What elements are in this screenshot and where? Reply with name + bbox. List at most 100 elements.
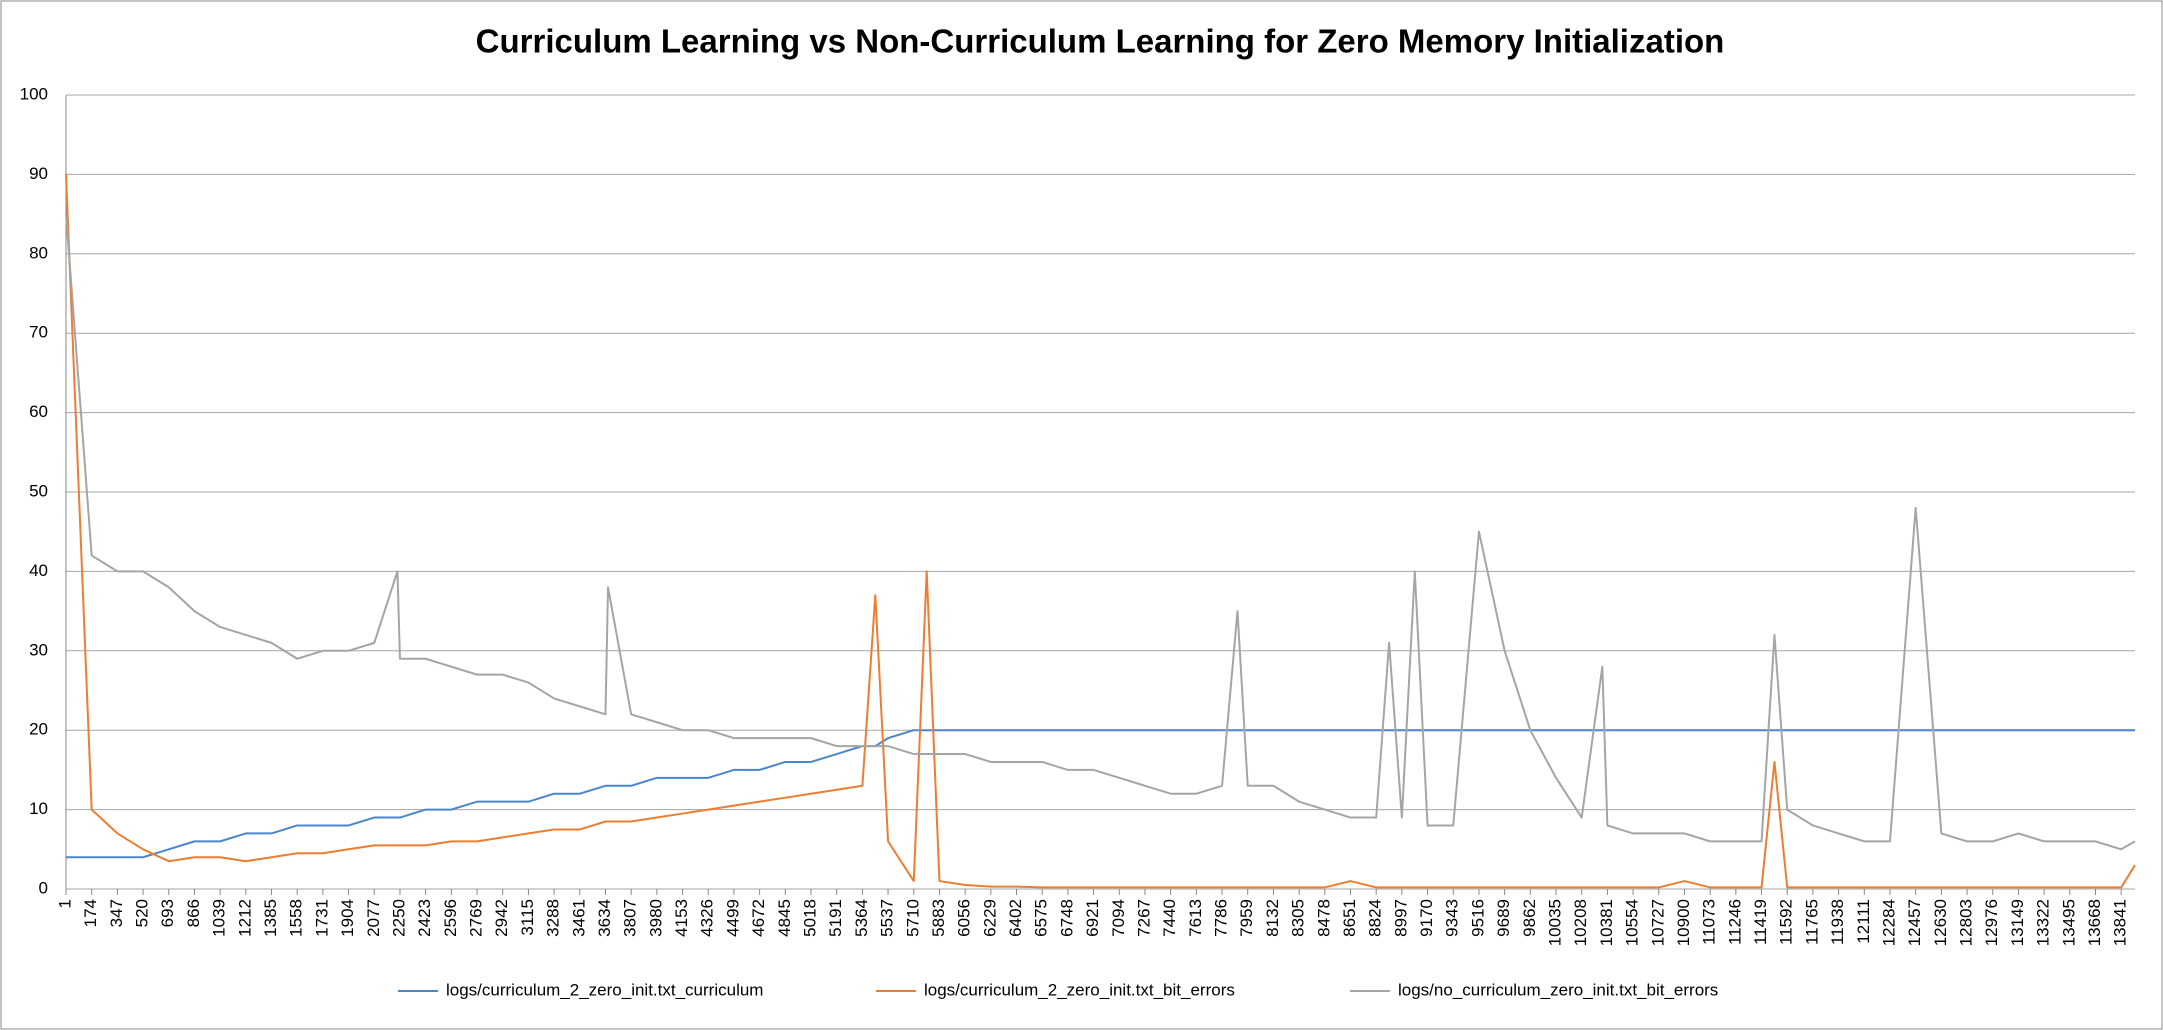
x-tick-label: 9516 <box>1468 899 1487 937</box>
x-tick-label: 3807 <box>621 899 640 937</box>
x-tick-label: 12803 <box>1957 899 1976 946</box>
x-tick-label: 13841 <box>2111 899 2130 946</box>
x-tick-label: 6402 <box>1006 899 1025 937</box>
x-tick-label: 12284 <box>1879 899 1898 946</box>
y-tick-label: 60 <box>29 402 48 421</box>
x-tick-label: 6575 <box>1032 899 1051 937</box>
x-tick-label: 3115 <box>518 899 537 936</box>
y-tick-label: 100 <box>20 84 48 103</box>
x-tick-label: 11592 <box>1777 899 1796 945</box>
x-tick-label: 4845 <box>775 899 794 937</box>
x-tick-label: 174 <box>81 899 100 927</box>
x-tick-label: 10554 <box>1623 899 1642 946</box>
x-tick-label: 9862 <box>1520 899 1539 937</box>
x-tick-label: 2769 <box>467 899 486 937</box>
x-tick-label: 2250 <box>389 899 408 937</box>
y-tick-label: 70 <box>29 323 48 342</box>
x-tick-label: 520 <box>133 899 152 927</box>
x-tick-label: 11938 <box>1828 899 1847 945</box>
x-tick-label: 1039 <box>210 899 229 937</box>
x-tick-label: 6056 <box>955 899 974 937</box>
x-tick-label: 4672 <box>749 899 768 937</box>
series-line <box>65 214 2136 851</box>
x-tick-label: 5191 <box>826 899 845 937</box>
series-line <box>66 729 2135 859</box>
x-tick-label: 10208 <box>1571 899 1590 946</box>
x-tick-label: 1212 <box>235 899 254 937</box>
x-tick-label: 4326 <box>698 899 717 937</box>
x-tick-label: 5710 <box>903 899 922 937</box>
x-tick-label: 8305 <box>1289 899 1308 937</box>
x-tick-label: 7786 <box>1212 899 1231 937</box>
x-tick-label: 5018 <box>800 899 819 937</box>
x-tick-label: 3634 <box>595 899 614 937</box>
x-tick-label: 12457 <box>1905 899 1924 946</box>
x-tick-label: 5883 <box>929 899 948 937</box>
x-tick-label: 8997 <box>1391 899 1410 937</box>
legend-label: logs/no_curriculum_zero_init.txt_bit_err… <box>1398 980 1718 999</box>
series-line <box>65 174 2136 889</box>
x-tick-label: 7267 <box>1134 899 1153 937</box>
x-tick-label: 2077 <box>364 899 383 937</box>
x-tick-label: 7094 <box>1109 899 1128 937</box>
y-tick-label: 20 <box>29 720 48 739</box>
x-tick-label: 693 <box>158 899 177 927</box>
x-tick-label: 9170 <box>1417 899 1436 937</box>
x-tick-label: 1385 <box>261 899 280 937</box>
x-tick-label: 9343 <box>1443 899 1462 937</box>
legend-label: logs/curriculum_2_zero_init.txt_bit_erro… <box>924 980 1235 999</box>
x-tick-label: 13668 <box>2085 899 2104 946</box>
x-tick-label: 2942 <box>492 899 511 937</box>
x-tick-label: 13149 <box>2008 899 2027 946</box>
x-tick-label: 6921 <box>1083 899 1102 937</box>
x-tick-label: 13495 <box>2059 899 2078 946</box>
x-tick-label: 3288 <box>544 899 563 937</box>
x-tick-label: 3461 <box>569 899 588 937</box>
x-tick-label: 12976 <box>1982 899 2001 946</box>
x-tick-label: 8651 <box>1340 899 1359 937</box>
y-tick-label: 90 <box>29 164 48 183</box>
x-tick-label: 4153 <box>672 899 691 937</box>
x-tick-label: 11246 <box>1725 899 1744 945</box>
y-tick-label: 80 <box>29 243 48 262</box>
y-tick-label: 10 <box>29 799 48 818</box>
x-tick-label: 11419 <box>1751 899 1770 945</box>
legend-label: logs/curriculum_2_zero_init.txt_curricul… <box>446 980 763 999</box>
x-tick-label: 1731 <box>312 899 331 937</box>
x-tick-label: 10900 <box>1674 899 1693 946</box>
x-tick-label: 6229 <box>980 899 999 937</box>
x-tick-label: 1904 <box>338 899 357 937</box>
y-tick-label: 0 <box>39 878 48 897</box>
x-tick-label: 10035 <box>1545 899 1564 946</box>
x-tick-label: 10727 <box>1648 899 1667 946</box>
x-tick-label: 5364 <box>852 899 871 937</box>
x-tick-label: 2596 <box>441 899 460 937</box>
x-tick-label: 347 <box>107 899 126 927</box>
x-tick-label: 8478 <box>1314 899 1333 937</box>
y-tick-label: 50 <box>29 481 48 500</box>
x-tick-label: 7440 <box>1160 899 1179 937</box>
x-tick-label: 8132 <box>1263 899 1282 937</box>
y-tick-label: 30 <box>29 640 48 659</box>
y-tick-label: 40 <box>29 561 48 580</box>
chart-title: Curriculum Learning vs Non-Curriculum Le… <box>476 23 1725 60</box>
x-tick-label: 12111 <box>1854 899 1873 944</box>
x-tick-label: 12630 <box>1931 899 1950 946</box>
x-tick-label: 7613 <box>1186 899 1205 937</box>
x-tick-label: 5537 <box>878 899 897 937</box>
x-tick-label: 4499 <box>723 899 742 937</box>
x-tick-label: 866 <box>184 899 203 927</box>
x-tick-label: 8824 <box>1366 899 1385 937</box>
x-tick-label: 3980 <box>646 899 665 937</box>
x-tick-label: 9689 <box>1494 899 1513 937</box>
x-tick-label: 13322 <box>2034 899 2053 946</box>
x-tick-label: 6748 <box>1057 899 1076 937</box>
x-tick-label: 11073 <box>1700 899 1719 945</box>
x-tick-label: 7959 <box>1237 899 1256 937</box>
x-tick-label: 2423 <box>415 899 434 937</box>
x-tick-label: 11765 <box>1802 899 1821 945</box>
x-tick-label: 1 <box>55 899 74 908</box>
